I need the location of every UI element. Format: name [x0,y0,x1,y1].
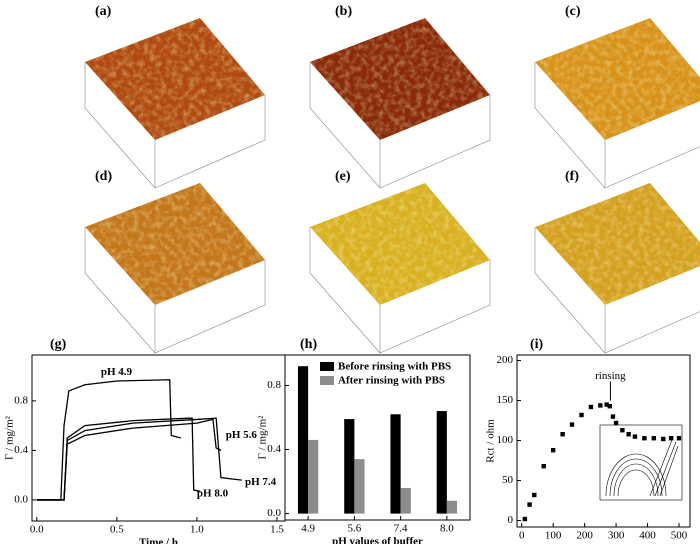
x-tick-label: 0.5 [110,524,124,536]
point [588,404,594,410]
point [632,434,638,439]
point [527,502,532,507]
legend-swatch [320,362,334,371]
y-tick-label: 0.4 [267,443,281,455]
afm-texture [310,183,490,305]
point [626,432,631,437]
point [620,428,625,433]
x-tick-label: 300 [608,530,625,542]
panel-label: (c) [565,4,581,19]
point [676,436,682,441]
x-tick-label: 1.5 [270,524,284,536]
series-label: pH 4.9 [101,366,133,378]
x-tick-label: 5.6 [348,523,362,535]
y-tick-label: 0.8 [267,379,281,391]
x-tick-label: 100 [545,530,562,542]
x-axis-label: Time / h [139,537,178,544]
point [610,414,616,419]
point [532,492,537,498]
afm-texture [535,183,700,305]
y-tick-label: 0.4 [14,444,28,456]
bar [446,500,458,514]
point [560,432,565,437]
y-tick-label: 0.0 [14,493,28,505]
afm-texture [535,18,700,140]
panel-label: (a) [95,4,112,19]
chart-title: (h) [300,337,317,352]
series-label: pH 7.4 [245,476,277,488]
x-tick-label: 400 [639,530,656,542]
panel-label: (e) [335,169,351,184]
chart-title: (g) [50,337,67,352]
legend-label: Before rinsing with PBS [338,361,451,373]
y-tick-label: 200 [497,354,514,366]
point [598,403,603,408]
point [522,516,528,522]
legend-label: After rinsing with PBS [338,375,445,387]
x-tick-label: 8.0 [440,523,454,535]
panel-label: (f) [565,169,579,184]
bar [436,411,447,514]
point [613,420,619,426]
point [550,448,556,453]
bar [297,366,309,514]
series-label: pH 8.0 [197,487,229,499]
x-tick-label: 200 [576,530,593,542]
y-axis-label: Rct / ohm [485,419,497,463]
plot-frame [284,354,471,521]
afm-texture [85,18,265,140]
x-tick-label: 0.0 [30,524,44,536]
point [661,436,666,442]
point [569,422,575,427]
bar [308,439,319,514]
y-tick-label: 50 [502,474,514,486]
y-tick-label: 0.0 [267,507,281,519]
x-tick-label: 500 [671,530,688,542]
point [541,464,546,469]
legend-swatch [320,376,334,385]
y-tick-label: 100 [497,434,514,446]
line [36,417,201,501]
x-axis-label: pH values of buffer [332,536,423,544]
y-tick-label: 0 [508,514,514,526]
afm-texture [310,18,490,140]
bar [344,419,355,514]
x-tick-label: 0 [519,530,525,542]
y-axis-label: Γ / mg/m² [257,415,269,460]
y-tick-label: 150 [497,394,514,406]
annotation: rinsing [595,370,626,382]
x-tick-label: 1.0 [190,524,204,536]
series-label: pH 5.6 [226,429,258,441]
afm-texture [85,183,265,305]
point [579,412,584,418]
point [607,404,612,409]
x-tick-label: 7.4 [394,523,408,535]
y-tick-label: 0.8 [14,394,28,406]
point [668,436,674,441]
panel-label: (b) [335,4,352,19]
inset [599,424,683,501]
chart-title: (i) [530,337,544,352]
point [604,402,609,407]
panel-label: (d) [95,169,112,184]
bar [400,487,411,514]
y-axis-label: Γ / mg/m² [4,415,16,460]
bar [390,414,401,514]
point [642,436,647,441]
bar [354,459,365,514]
x-tick-label: 4.9 [301,523,315,535]
point [651,436,657,441]
line [36,379,182,501]
